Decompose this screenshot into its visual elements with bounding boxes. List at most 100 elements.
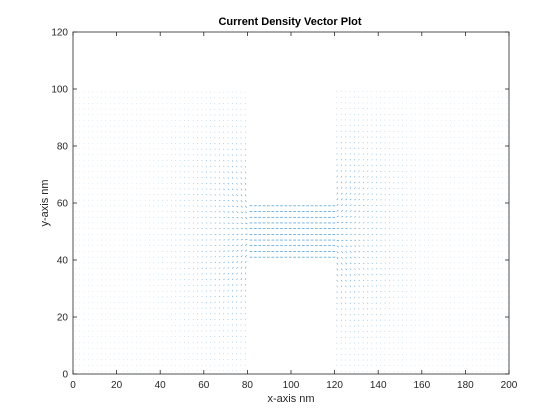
vector-arrow [345, 302, 347, 305]
vector-arrow [201, 142, 203, 144]
vector-arrow [227, 154, 229, 156]
vector-arrow [244, 199, 247, 203]
vector-arrow [244, 272, 247, 275]
vector-arrow [197, 154, 199, 156]
vector-arrow [240, 205, 243, 208]
vector-arrow [214, 307, 216, 309]
vector-arrow [362, 147, 364, 150]
vector-arrow [244, 255, 247, 258]
vector-arrow [227, 211, 230, 213]
vector-arrow [358, 210, 361, 212]
vector-arrow [240, 278, 242, 281]
vector-arrow [380, 170, 382, 172]
vector-arrow [236, 165, 238, 168]
vector-arrow [231, 295, 234, 298]
vector-arrow [375, 182, 378, 184]
vector-arrow [336, 181, 338, 184]
vector-arrow [336, 256, 339, 260]
vector-arrow [223, 160, 225, 162]
vector-arrow [240, 289, 242, 292]
vector-arrow [197, 137, 199, 139]
vector-arrow [353, 170, 356, 172]
vector-arrow [214, 205, 217, 207]
vector-arrow [214, 273, 217, 275]
vector-arrow [214, 142, 216, 145]
vector-arrow [205, 262, 208, 264]
vector-arrow [227, 171, 229, 173]
vector-arrow [375, 319, 377, 321]
vector-arrow [231, 154, 233, 156]
vector-arrow [205, 194, 208, 196]
vector-arrow [236, 266, 238, 269]
vector-arrow [371, 273, 373, 276]
vector-arrow [210, 188, 212, 190]
vector-arrow [388, 291, 391, 293]
vector-arrow [236, 239, 239, 241]
vector-arrow [384, 176, 386, 178]
vector-arrow [384, 325, 386, 327]
vector-arrow [201, 284, 203, 286]
vector-arrow [367, 279, 369, 282]
vector-arrow [197, 324, 199, 326]
vector-arrow [197, 148, 199, 150]
vector-arrow [349, 164, 351, 167]
vector-arrow [371, 193, 373, 195]
vector-arrow [345, 251, 348, 253]
vector-arrow [345, 175, 347, 178]
vector-arrow [371, 325, 373, 327]
vector-arrow [340, 245, 344, 248]
vector-arrow [214, 284, 216, 286]
vector-arrow [188, 307, 190, 309]
vector-arrow [336, 192, 339, 195]
vector-arrow [367, 142, 369, 144]
vector-arrow [358, 181, 360, 184]
vector-arrow [384, 319, 386, 321]
vector-arrow [218, 148, 220, 150]
vector-arrow [223, 165, 225, 168]
vector-arrow [223, 267, 225, 269]
vector-arrow [231, 177, 234, 179]
vector-arrow [245, 217, 248, 219]
vector-arrow [210, 160, 212, 162]
vector-arrow [393, 136, 395, 138]
vector-arrow [362, 193, 365, 195]
vector-arrow [349, 216, 352, 218]
vector-arrow [205, 154, 207, 156]
vector-arrow [223, 177, 225, 179]
vector-arrow [214, 256, 217, 258]
vector-arrow [223, 171, 225, 173]
y-axis-label: y-axis nm [39, 179, 51, 226]
vector-arrow [205, 279, 208, 281]
vector-arrow [367, 319, 369, 321]
vector-arrow [353, 158, 356, 161]
vector-arrow [371, 285, 373, 287]
y-tick-label: 60 [57, 199, 69, 210]
vector-arrow [210, 142, 212, 145]
vector-arrow [345, 192, 347, 195]
vector-arrow [210, 307, 212, 309]
vector-arrow [380, 273, 382, 276]
vector-arrow [345, 291, 347, 293]
vector-arrow [349, 251, 352, 253]
vector-arrow [345, 210, 348, 212]
vector-arrow [197, 182, 199, 184]
vector-arrow [371, 159, 373, 161]
vector-arrow [245, 249, 248, 252]
vector-arrow [197, 296, 199, 298]
vector-arrow [188, 319, 190, 321]
vector-arrow [375, 285, 378, 287]
vector-arrow [201, 137, 203, 139]
vector-arrow [380, 142, 382, 144]
vector-arrow [240, 194, 243, 197]
x-tick-label: 60 [198, 380, 210, 391]
vector-arrow [223, 148, 225, 150]
vector-arrow [371, 279, 373, 281]
vector-arrow [336, 262, 339, 265]
vector-arrow [210, 290, 212, 292]
vector-arrow [354, 262, 356, 265]
vector-arrow [367, 164, 369, 167]
y-tick-label: 20 [57, 313, 69, 324]
vector-arrow [227, 165, 229, 168]
vector-arrow [210, 313, 212, 315]
